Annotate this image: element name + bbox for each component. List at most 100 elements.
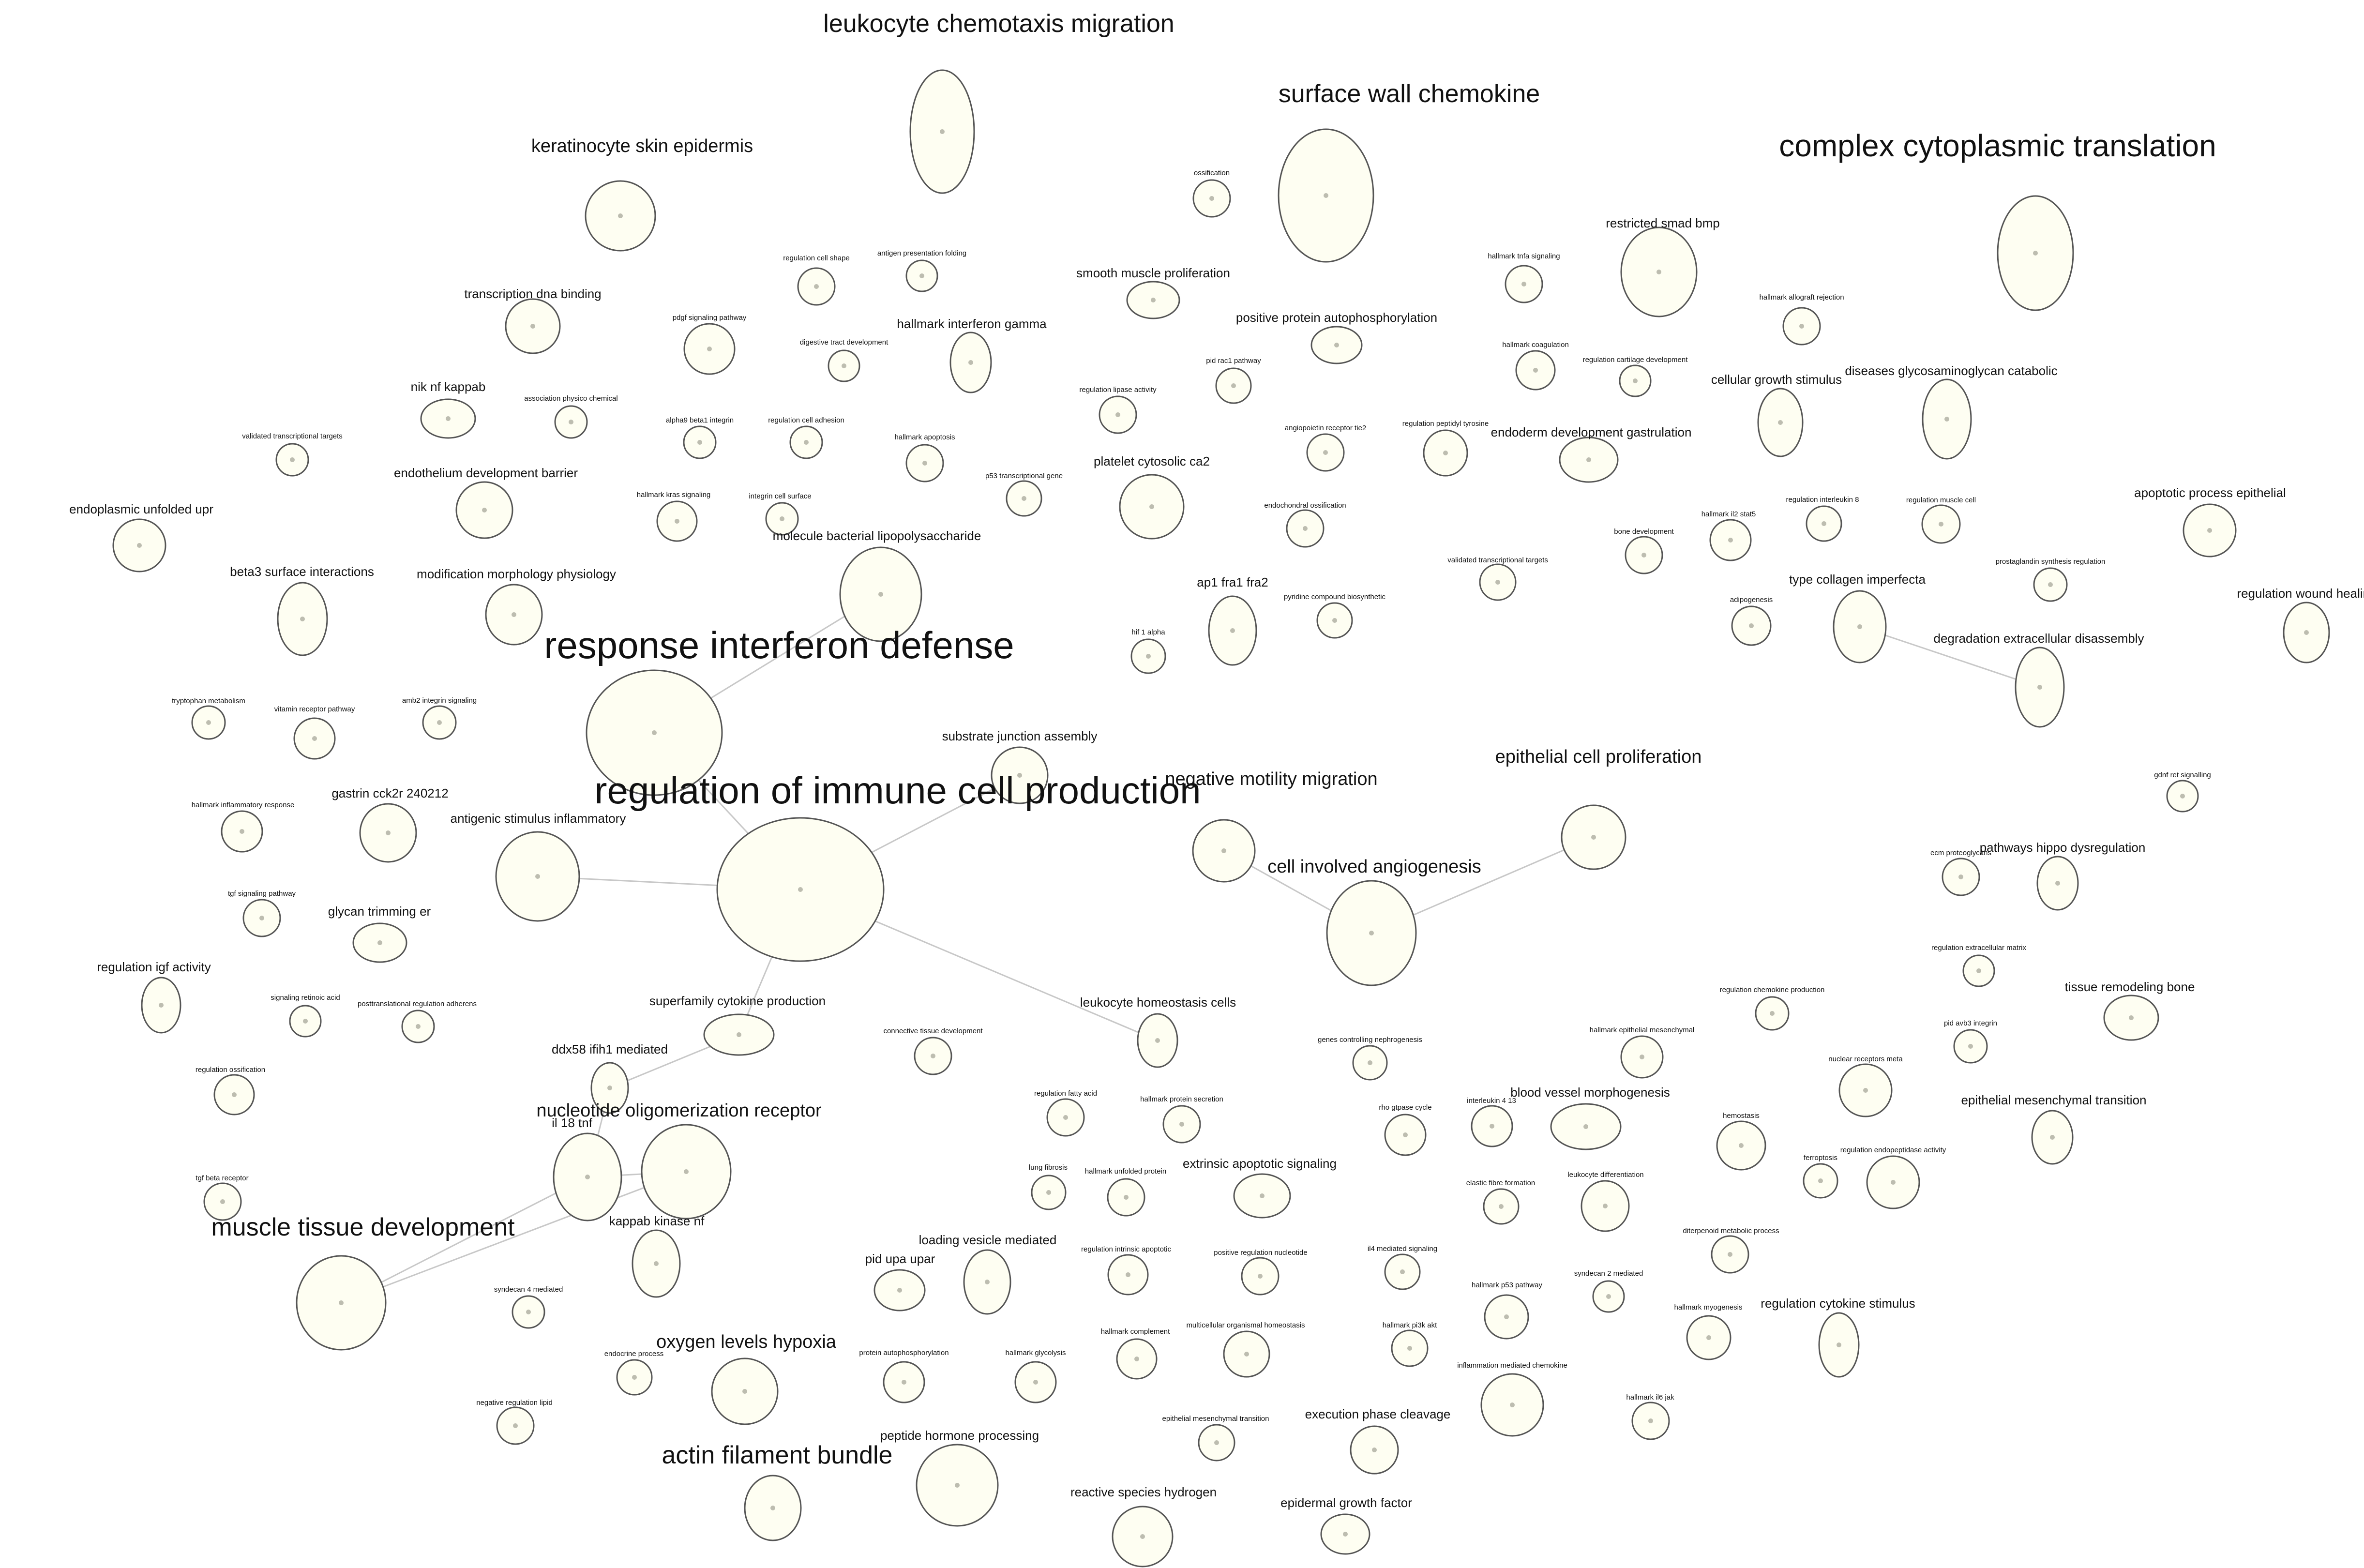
term-node[interactable]: validated transcriptional targets xyxy=(242,432,343,477)
term-node[interactable]: nik nf kappab xyxy=(411,379,486,439)
term-node[interactable]: cell involved angiogenesis xyxy=(1267,857,1481,986)
term-node[interactable]: execution phase cleavage xyxy=(1305,1407,1451,1475)
term-node[interactable]: molecule bacterial lipopolysaccharide xyxy=(773,528,981,642)
term-node[interactable]: protein autophosphorylation xyxy=(859,1349,949,1403)
term-node[interactable]: endochondral ossification xyxy=(1264,501,1346,548)
term-node[interactable]: apoptotic process epithelial xyxy=(2134,485,2286,558)
term-node[interactable]: pid upa upar xyxy=(865,1251,935,1312)
term-node[interactable]: endocrine process xyxy=(604,1350,664,1396)
term-node[interactable]: endoderm development gastrulation xyxy=(1491,425,1692,483)
term-node[interactable]: antigen presentation folding xyxy=(877,249,966,292)
term-node[interactable]: hallmark inflammatory response xyxy=(192,801,295,853)
term-node[interactable]: hemostasis xyxy=(1716,1112,1766,1171)
term-node[interactable]: tissue remodeling bone xyxy=(2065,980,2195,1041)
term-node[interactable]: bone development xyxy=(1614,528,1674,574)
term-node[interactable]: hallmark coagulation xyxy=(1502,341,1569,391)
term-node[interactable]: surface wall chemokine xyxy=(1278,80,1540,263)
term-node[interactable]: keratinocyte skin epidermis xyxy=(531,136,753,252)
term-node[interactable]: lung fibrosis xyxy=(1029,1163,1068,1210)
term-node[interactable]: epidermal growth factor xyxy=(1280,1495,1412,1555)
term-node[interactable]: regulation of immune cell production xyxy=(594,769,1201,962)
term-node[interactable]: il 18 tnf xyxy=(552,1116,622,1221)
term-node[interactable]: syndecan 2 mediated xyxy=(1574,1269,1643,1313)
term-node[interactable]: regulation chemokine production xyxy=(1720,986,1825,1031)
term-node[interactable]: regulation endopeptidase activity xyxy=(1840,1146,1946,1209)
term-node[interactable]: substrate junction assembly xyxy=(942,729,1098,804)
term-node[interactable]: integrin cell surface xyxy=(749,492,812,536)
term-node[interactable]: epithelial cell proliferation xyxy=(1495,747,1702,870)
term-node[interactable]: glycan trimming er xyxy=(328,904,431,963)
term-node[interactable]: il4 mediated signaling xyxy=(1368,1245,1437,1290)
term-node[interactable]: epithelial mesenchymal transition xyxy=(1162,1415,1269,1462)
term-node[interactable]: pyridine compound biosynthetic xyxy=(1284,593,1386,639)
term-node[interactable]: ap1 fra1 fra2 xyxy=(1197,575,1268,666)
term-node[interactable]: rho gtpase cycle xyxy=(1379,1103,1432,1156)
term-node[interactable]: pid avb3 integrin xyxy=(1944,1019,1997,1064)
term-node[interactable]: tgf beta receptor xyxy=(196,1174,249,1221)
term-node[interactable]: hif 1 alpha xyxy=(1130,628,1166,674)
term-node[interactable]: tgf signaling pathway xyxy=(228,890,296,937)
term-node[interactable]: inflammation mediated chemokine xyxy=(1457,1361,1567,1437)
term-node[interactable]: blood vessel morphogenesis xyxy=(1510,1085,1670,1150)
term-node[interactable]: pid rac1 pathway xyxy=(1206,357,1261,404)
term-node[interactable]: regulation peptidyl tyrosine xyxy=(1402,420,1489,477)
term-node[interactable]: kappab kinase nf xyxy=(609,1214,705,1298)
term-node[interactable]: positive regulation nucleotide xyxy=(1214,1249,1308,1296)
term-node[interactable]: hallmark myogenesis xyxy=(1674,1303,1743,1360)
term-node[interactable]: tryptophan metabolism xyxy=(172,697,245,740)
term-node[interactable]: transcription dna binding xyxy=(464,286,602,354)
term-node[interactable]: ferroptosis xyxy=(1803,1154,1838,1199)
term-node[interactable]: association physico chemical xyxy=(524,394,618,439)
term-node[interactable]: interleukin 4 13 xyxy=(1467,1097,1516,1147)
term-node[interactable]: hallmark kras signaling xyxy=(637,491,711,542)
term-node[interactable]: negative regulation lipid xyxy=(476,1399,553,1445)
term-node[interactable]: angiopoietin receptor tie2 xyxy=(1285,424,1366,472)
term-node[interactable]: hallmark complement xyxy=(1101,1327,1170,1380)
term-node[interactable]: regulation extracellular matrix xyxy=(1931,944,2026,987)
term-node[interactable]: smooth muscle proliferation xyxy=(1076,266,1230,319)
term-node[interactable]: regulation intrinsic apoptotic xyxy=(1081,1245,1171,1296)
term-node[interactable]: response interferon defense xyxy=(544,624,1014,796)
term-node[interactable]: leukocyte differentiation xyxy=(1567,1171,1644,1232)
term-node[interactable]: extrinsic apoptotic signaling xyxy=(1183,1156,1337,1219)
term-node[interactable]: diseases glycosaminoglycan catabolic xyxy=(1845,363,2058,460)
term-node[interactable]: signaling retinoic acid xyxy=(271,994,340,1038)
term-node[interactable]: regulation muscle cell xyxy=(1906,496,1976,544)
term-node[interactable]: regulation lipase activity xyxy=(1079,386,1157,434)
term-node[interactable]: degradation extracellular disassembly xyxy=(1933,631,2144,728)
term-node[interactable]: regulation cytokine stimulus xyxy=(1761,1296,1915,1378)
term-node[interactable]: leukocyte homeostasis cells xyxy=(1080,995,1236,1068)
term-node[interactable]: type collagen imperfecta xyxy=(1789,572,1926,663)
term-node[interactable]: gdnf ret signalling xyxy=(2154,771,2211,813)
term-node[interactable]: hallmark protein secretion xyxy=(1140,1095,1223,1144)
term-node[interactable]: restricted smad bmp xyxy=(1606,216,1720,317)
term-node[interactable]: regulation cell shape xyxy=(783,254,850,306)
term-node[interactable]: hallmark pi3k akt xyxy=(1383,1321,1437,1367)
term-node[interactable]: positive protein autophosphorylation xyxy=(1236,310,1437,364)
term-node[interactable]: connective tissue development xyxy=(883,1027,983,1075)
term-node[interactable]: validated transcriptional targets xyxy=(1447,556,1548,601)
term-node[interactable]: pathways hippo dysregulation xyxy=(1980,840,2146,911)
term-node[interactable]: elastic fibre formation xyxy=(1466,1179,1536,1225)
term-node[interactable]: hallmark interferon gamma xyxy=(897,317,1047,393)
term-node[interactable]: vitamin receptor pathway xyxy=(274,705,355,760)
term-node[interactable]: complex cytoplasmic translation xyxy=(1779,128,2216,311)
term-node[interactable]: hallmark glycolysis xyxy=(1005,1349,1066,1403)
term-node[interactable]: cellular growth stimulus xyxy=(1711,372,1842,457)
term-node[interactable]: digestive tract development xyxy=(800,338,888,382)
term-node[interactable]: alpha9 beta1 integrin xyxy=(666,416,734,459)
term-node[interactable]: pdgf signaling pathway xyxy=(673,314,747,375)
term-node[interactable]: muscle tissue development xyxy=(211,1213,515,1351)
term-node[interactable]: hallmark il2 stat5 xyxy=(1701,510,1756,561)
term-node[interactable]: regulation ossification xyxy=(196,1066,265,1116)
term-node[interactable]: regulation cell adhesion xyxy=(768,416,844,459)
term-node[interactable]: posttranslational regulation adherens xyxy=(358,1000,477,1043)
term-node[interactable]: ddx58 ifih1 mediated xyxy=(552,1042,668,1114)
term-node[interactable]: reactive species hydrogen xyxy=(1070,1485,1217,1568)
term-node[interactable]: leukocyte chemotaxis migration xyxy=(823,10,1174,194)
term-node[interactable]: hallmark p53 pathway xyxy=(1472,1281,1542,1340)
term-node[interactable]: multicellular organismal homeostasis xyxy=(1186,1321,1305,1378)
term-node[interactable]: hallmark epithelial mesenchymal xyxy=(1590,1026,1695,1079)
term-node[interactable]: epithelial mesenchymal transition xyxy=(1961,1093,2147,1165)
term-node[interactable]: regulation cartilage development xyxy=(1583,356,1688,397)
